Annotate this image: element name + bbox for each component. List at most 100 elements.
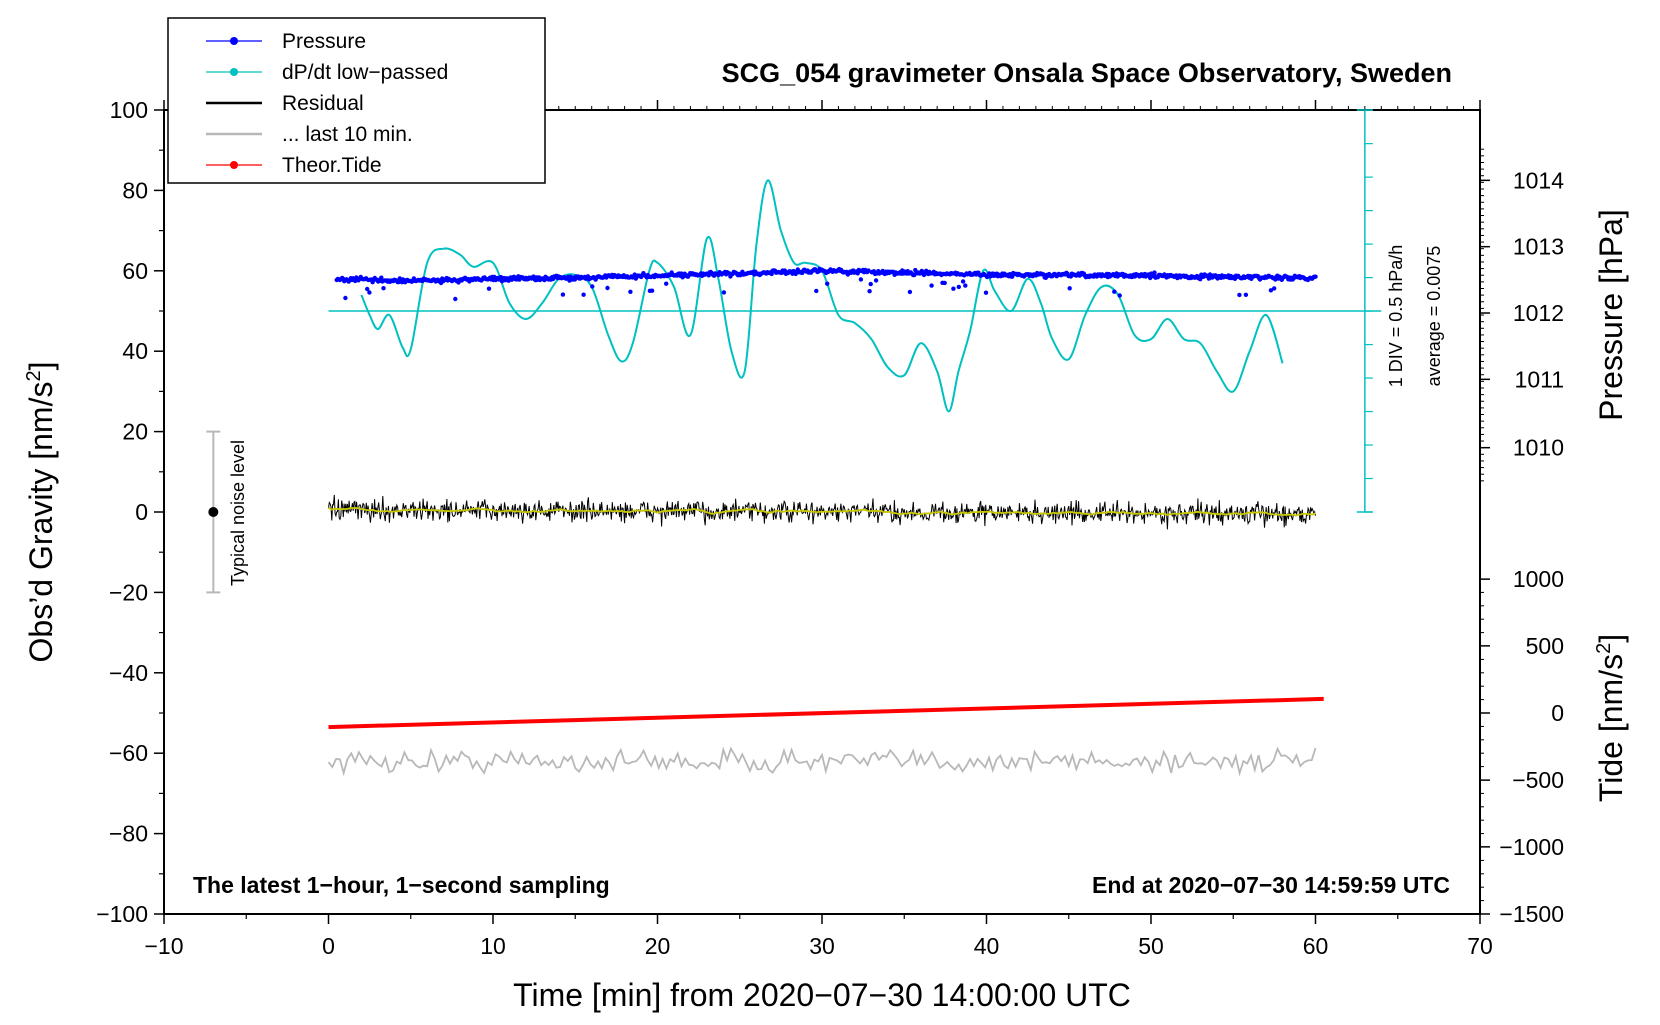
legend-swatch-dot <box>230 37 238 45</box>
y-tick-label: 100 <box>110 97 148 123</box>
x-tick-label: 40 <box>974 933 1000 959</box>
pressure-point <box>605 285 610 291</box>
pressure-point <box>907 289 913 295</box>
legend-item: Theor.Tide <box>206 154 382 177</box>
pressure-point <box>983 290 989 295</box>
tide-tick-labels: 1000 500 0 −500 −1000 −1500 <box>1499 566 1564 927</box>
pressure-axis-title: Pressure [hPa] <box>1593 209 1629 421</box>
pressure-tick-label: 1012 <box>1513 300 1564 326</box>
noise-level-label: Typical noise level <box>228 440 248 586</box>
pressure-point <box>721 290 727 295</box>
y-tick-label: −40 <box>109 660 148 686</box>
series-dpdt-low-passed <box>360 179 1284 413</box>
legend: Pressure dP/dt low−passed Residual ... last… <box>167 17 546 184</box>
y-tick-label: 20 <box>122 419 148 445</box>
pressure-point <box>868 281 873 287</box>
tide-axis-title: Tide [nm/s2] <box>1593 634 1629 802</box>
legend-label: dP/dt low−passed <box>282 61 448 84</box>
tide-tick-label: −500 <box>1512 767 1564 793</box>
pressure-point <box>963 283 968 288</box>
pressure-point <box>381 286 386 291</box>
tide-tick-label: 0 <box>1551 700 1564 726</box>
legend-item: Pressure <box>206 30 366 53</box>
y-tick-label: −60 <box>109 740 148 766</box>
pressure-point <box>873 278 879 283</box>
legend-swatch-dot <box>230 161 238 169</box>
pressure-point <box>1112 289 1117 294</box>
pressure-point <box>649 288 655 293</box>
y-tick-label: −20 <box>109 579 148 605</box>
pressure-point <box>825 281 830 286</box>
pressure-point <box>1243 292 1249 297</box>
pressure-point <box>867 289 872 294</box>
pressure-point <box>960 279 966 284</box>
pressure-tick-label: 1013 <box>1513 234 1564 260</box>
legend-swatch-dot <box>230 68 238 76</box>
x-axis-title: Time [min] from 2020−07−30 14:00:00 UTC <box>513 977 1131 1013</box>
pressure-point <box>1152 270 1157 275</box>
y-tick-label: 60 <box>122 258 148 284</box>
y-tick-label: −100 <box>96 901 148 927</box>
pressure-point <box>453 296 458 302</box>
x-tick-label: 0 <box>322 933 335 959</box>
pressure-point <box>590 284 595 289</box>
pressure-tick-labels: 1014 1013 1012 1011 1010 <box>1513 167 1564 460</box>
dpdt-average-label: average = 0.0075 <box>1424 246 1444 387</box>
footer-right: End at 2020−07−30 14:59:59 UTC <box>1092 872 1450 898</box>
pressure-point <box>343 295 348 301</box>
legend-label: ... last 10 min. <box>282 123 413 146</box>
x-tick-label: 60 <box>1303 933 1329 959</box>
series-theor-tide <box>328 696 1324 730</box>
chart-title: SCG_054 gravimeter Onsala Space Observat… <box>722 58 1452 88</box>
pressure-point <box>1067 286 1072 291</box>
pressure-point <box>379 275 384 280</box>
y-tick-labels: 100 80 60 40 20 0 −20 −40 −60 −80 −100 <box>96 97 148 927</box>
pressure-point <box>486 286 492 291</box>
series-layer <box>327 179 1324 777</box>
series-residual-smoothed <box>327 506 1316 517</box>
legend-label: Theor.Tide <box>282 154 382 177</box>
pressure-point <box>956 284 961 290</box>
legend-label: Residual <box>282 92 364 115</box>
y-tick-label: 0 <box>135 499 148 525</box>
tide-tick-label: −1500 <box>1499 901 1564 927</box>
pressure-trace <box>336 268 1316 283</box>
x-tick-labels: −10 0 10 20 30 40 50 60 70 <box>144 933 1492 959</box>
pressure-point <box>365 286 370 292</box>
pressure-point <box>929 283 934 288</box>
tide-tick-label: −1000 <box>1499 834 1564 860</box>
pressure-tick-label: 1014 <box>1513 167 1564 193</box>
series-last-10-min <box>327 746 1317 777</box>
x-tick-label: 20 <box>645 933 671 959</box>
pressure-tick-label: 1011 <box>1515 366 1564 392</box>
legend-item: Residual <box>206 92 364 115</box>
pressure-point <box>951 286 956 291</box>
pressure-tick-label: 1010 <box>1513 435 1564 461</box>
tide-tick-label: 1000 <box>1513 566 1564 592</box>
series-pressure <box>334 266 1318 302</box>
pressure-point <box>581 292 586 297</box>
dpdt-div-label: 1 DIV = 0.5 hPa/h <box>1386 245 1406 388</box>
y-axis-title: Obs’d Gravity [nm/s2] <box>23 362 59 663</box>
legend-label: Pressure <box>282 30 366 53</box>
x-tick-label: 70 <box>1467 933 1493 959</box>
legend-item: ... last 10 min. <box>206 123 413 146</box>
x-tick-label: −10 <box>144 933 183 959</box>
legend-box <box>167 17 546 184</box>
pressure-point <box>1237 292 1242 298</box>
pressure-point <box>942 280 947 286</box>
noise-bar <box>206 430 221 594</box>
pressure-point <box>1117 293 1122 298</box>
pressure-point <box>664 281 669 286</box>
series-residual <box>328 494 1316 530</box>
pressure-point <box>814 288 819 294</box>
x-tick-label: 10 <box>480 933 506 959</box>
x-tick-label: 30 <box>809 933 835 959</box>
footer-left: The latest 1−hour, 1−second sampling <box>193 872 610 898</box>
pressure-point <box>1272 286 1277 291</box>
tide-tick-label: 500 <box>1526 633 1564 659</box>
pressure-point <box>560 292 566 297</box>
axis-ticks <box>154 100 1490 924</box>
pressure-point <box>628 289 633 294</box>
